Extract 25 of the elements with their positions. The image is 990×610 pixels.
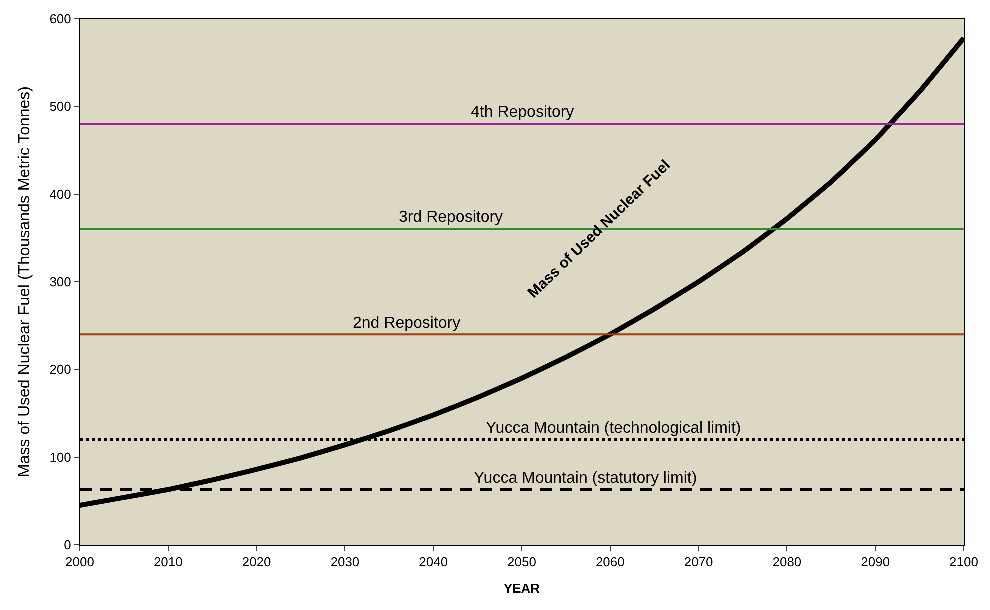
y-tick-label: 200 bbox=[50, 362, 72, 378]
x-tick-label: 2010 bbox=[154, 554, 183, 570]
x-tick-label: 2080 bbox=[772, 554, 802, 570]
x-tick-label: 2060 bbox=[596, 554, 625, 570]
x-tick-label: 2020 bbox=[242, 554, 272, 570]
y-axis-title: Mass of Used Nuclear Fuel (Thousands Metric Tonnes) bbox=[16, 86, 34, 478]
ref-line-label: Yucca Mountain (statutory limit) bbox=[474, 470, 698, 487]
y-tick-label: 500 bbox=[50, 99, 72, 114]
x-tick-label: 2100 bbox=[950, 554, 978, 570]
x-tick-label: 2040 bbox=[419, 554, 448, 570]
y-tick-label: 0 bbox=[64, 538, 72, 553]
x-tick-label: 2090 bbox=[861, 554, 890, 570]
ref-line-label: 2nd Repository bbox=[353, 315, 461, 332]
ref-line-label: Yucca Mountain (technological limit) bbox=[486, 420, 742, 437]
y-tick-label: 300 bbox=[50, 274, 72, 290]
ref-line-label: 3rd Repository bbox=[399, 209, 504, 226]
y-tick-label: 600 bbox=[50, 12, 72, 27]
y-tick-label: 100 bbox=[50, 450, 72, 465]
y-tick-label: 400 bbox=[50, 186, 72, 202]
x-tick-label: 2030 bbox=[330, 554, 360, 570]
x-tick-label: 2000 bbox=[66, 554, 94, 570]
ref-line-label: 4th Repository bbox=[471, 104, 574, 121]
x-axis-title: YEAR bbox=[504, 581, 541, 596]
x-tick-label: 2050 bbox=[508, 554, 536, 570]
x-tick-label: 2070 bbox=[684, 554, 714, 570]
